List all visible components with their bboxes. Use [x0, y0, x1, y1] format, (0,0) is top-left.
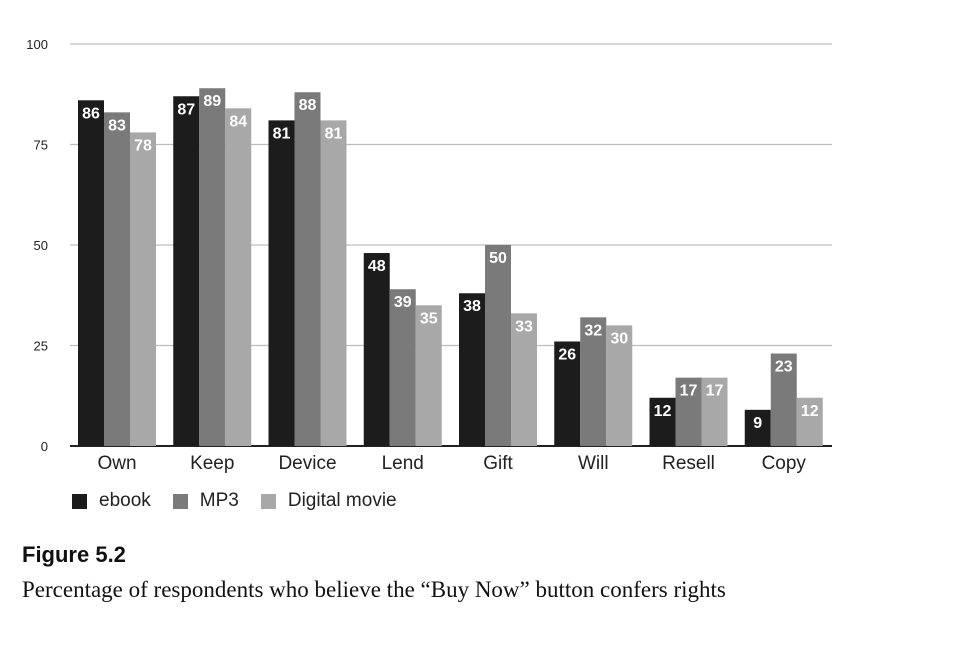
bars — [78, 88, 823, 447]
figure-caption: Percentage of respondents who believe th… — [22, 577, 726, 602]
bar-digital-movie-lend — [415, 305, 442, 446]
x-tick-label: Keep — [190, 453, 234, 474]
y-tick-label: 0 — [41, 439, 48, 454]
data-label: 26 — [558, 346, 576, 363]
legend-swatch-ebook — [72, 493, 87, 509]
bar-ebook-keep — [173, 96, 200, 446]
x-tick-label: Copy — [762, 453, 807, 474]
bar-mp3-copy — [770, 353, 797, 446]
legend: ebook MP3 Digital movie — [72, 488, 419, 514]
bar-mp3-keep — [199, 88, 226, 446]
data-label: 50 — [489, 250, 507, 267]
legend-label-mp3: MP3 — [199, 490, 239, 511]
x-tick-label: Own — [97, 453, 136, 474]
legend-item-digital-movie: Digital movie — [260, 490, 397, 512]
bar-chart: 0 25 50 75 100 86 83 78 87 89 84 81 88 81 48 39 35 38 50 3… — [26, 37, 832, 474]
bar-ebook-device — [268, 120, 295, 446]
data-label: 17 — [680, 383, 698, 400]
x-tick-label: Will — [578, 453, 609, 474]
y-axis-ticks: 0 25 50 75 100 — [26, 37, 48, 454]
legend-label-digital-movie: Digital movie — [287, 490, 397, 511]
bar-digital-movie-gift — [511, 313, 537, 446]
data-label: 23 — [775, 359, 793, 376]
data-label: 12 — [801, 403, 819, 420]
y-tick-label: 100 — [26, 37, 48, 52]
legend-item-ebook: ebook — [72, 490, 151, 512]
bar-digital-movie-copy — [796, 397, 823, 446]
bar-ebook-copy — [744, 409, 771, 446]
y-tick-label: 50 — [34, 238, 48, 253]
bar-mp3-lend — [389, 289, 416, 446]
x-axis-ticks: Own Keep Device Lend Gift Will Resell Copy — [97, 453, 806, 474]
x-tick-label: Gift — [483, 453, 513, 474]
bar-ebook-lend — [363, 253, 390, 446]
bar-mp3-resell — [675, 377, 702, 446]
x-tick-label: Device — [278, 453, 336, 474]
bar-ebook-own — [78, 100, 104, 446]
data-label: 81 — [273, 125, 291, 142]
data-label: 33 — [515, 318, 533, 335]
data-label: 86 — [82, 105, 100, 122]
legend-item-mp3: MP3 — [172, 490, 239, 512]
data-label: 87 — [177, 101, 195, 118]
legend-label-ebook: ebook — [99, 490, 151, 511]
data-label: 30 — [610, 330, 628, 347]
bar-digital-movie-will — [606, 325, 633, 446]
data-label: 81 — [325, 125, 343, 142]
data-labels: 86 83 78 87 89 84 81 88 81 48 39 35 38 50 33 26 32 30 12 17… — [82, 93, 819, 432]
legend-swatch-digital-movie — [260, 493, 276, 509]
data-label: 89 — [203, 93, 221, 110]
data-label: 35 — [420, 310, 438, 327]
data-label: 83 — [108, 117, 126, 134]
bar-ebook-will — [554, 341, 581, 446]
bar-mp3-gift — [485, 245, 511, 446]
x-tick-label: Lend — [382, 453, 424, 474]
y-tick-label: 25 — [34, 339, 48, 354]
bar-ebook-gift — [459, 293, 485, 446]
data-label: 38 — [463, 298, 481, 315]
bar-digital-movie-keep — [225, 108, 252, 446]
data-label: 88 — [299, 97, 317, 114]
bar-digital-movie-device — [320, 120, 347, 446]
bar-mp3-device — [294, 92, 321, 447]
bar-digital-movie-own — [130, 132, 156, 446]
bar-digital-movie-resell — [701, 377, 728, 446]
bar-mp3-will — [580, 317, 607, 446]
data-label: 9 — [753, 415, 762, 432]
data-label: 17 — [706, 383, 724, 400]
figure-number: Figure 5.2 — [22, 542, 126, 567]
y-tick-label: 75 — [34, 138, 48, 153]
bar-mp3-own — [104, 112, 130, 446]
bar-ebook-resell — [649, 397, 676, 446]
data-label: 78 — [134, 137, 152, 154]
data-label: 39 — [394, 294, 412, 311]
data-label: 84 — [229, 113, 247, 130]
data-label: 48 — [368, 258, 386, 275]
data-label: 12 — [654, 403, 672, 420]
data-label: 32 — [584, 322, 602, 339]
x-tick-label: Resell — [662, 453, 715, 474]
legend-swatch-mp3 — [172, 493, 188, 509]
